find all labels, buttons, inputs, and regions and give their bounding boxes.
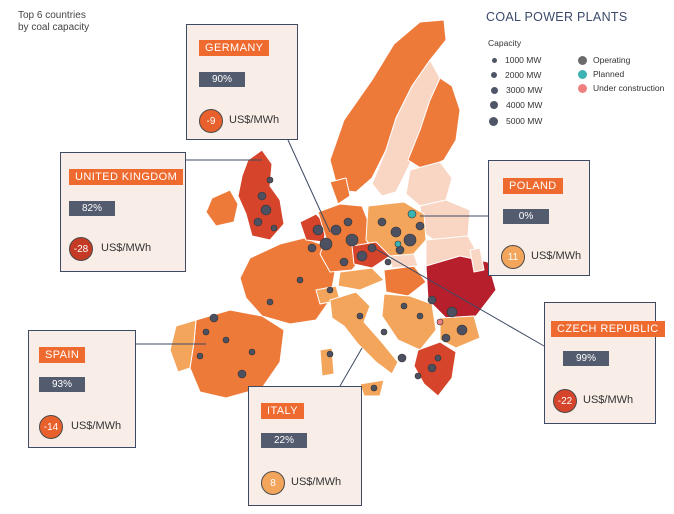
region-denmark — [329, 177, 351, 205]
legend-status-label: Operating — [593, 55, 631, 65]
region-ireland — [205, 189, 239, 227]
price-unit: US$/MWh — [531, 250, 582, 262]
legend-capacity-4000: 4000 MW — [490, 100, 542, 110]
legend-capacity-label: 3000 MW — [506, 85, 543, 95]
region-portugal — [169, 319, 197, 373]
connector-lines — [136, 139, 545, 387]
price-circle: -14 — [39, 415, 63, 439]
share-badge: 22% — [261, 433, 307, 448]
region-slovakia — [389, 253, 419, 269]
capacity-dot-icon — [492, 57, 497, 63]
under-construction-dot-icon — [578, 83, 587, 93]
capacity-dot-icon — [491, 72, 497, 78]
country-name: GERMANY — [199, 40, 270, 56]
card-poland: POLAND 0% 11 US$/MWh — [488, 160, 590, 276]
region-norway — [329, 19, 447, 193]
country-name: POLAND — [503, 178, 563, 194]
top-note: Top 6 countries by coal capacity — [18, 10, 89, 34]
legend-capacity-title: Capacity — [488, 38, 522, 48]
price-circle: -22 — [553, 389, 577, 413]
price-circle: 11 — [501, 245, 525, 269]
legend-capacity-1000: 1000 MW — [490, 55, 541, 65]
operating-dot-icon — [578, 55, 587, 65]
country-name: CZECH REPUBLIC — [551, 321, 665, 337]
legend-status-label: Under construction — [593, 83, 665, 93]
planned-dot-icon — [578, 69, 587, 79]
price-unit: US$/MWh — [291, 476, 342, 488]
plant-markers-special — [394, 209, 444, 326]
top-note-line1: Top 6 countries — [18, 10, 86, 21]
region-romania — [425, 255, 497, 319]
country-name: ITALY — [261, 403, 304, 419]
region-baltics — [405, 161, 453, 207]
price-unit: US$/MWh — [71, 420, 122, 432]
capacity-dot-icon — [490, 101, 498, 109]
legend-status-planned: Planned — [578, 69, 624, 79]
legend-capacity-3000: 3000 MW — [490, 85, 542, 95]
card-italy: ITALY 22% 8 US$/MWh — [248, 386, 362, 506]
region-austria — [337, 267, 385, 291]
region-spain — [189, 309, 285, 399]
share-badge: 99% — [563, 351, 609, 366]
price-unit: US$/MWh — [101, 242, 152, 254]
share-badge: 93% — [39, 377, 85, 392]
card-germany: GERMANY 90% -9 US$/MWh — [186, 24, 298, 140]
capacity-dot-icon — [491, 86, 498, 94]
legend-status-operating: Operating — [578, 55, 630, 65]
legend-capacity-label: 4000 MW — [506, 100, 543, 110]
price-unit: US$/MWh — [229, 114, 280, 126]
country-name: SPAIN — [39, 347, 86, 363]
price-circle: 8 — [261, 471, 285, 495]
share-badge: 82% — [69, 201, 115, 216]
legend-capacity-label: 1000 MW — [505, 55, 542, 65]
card-spain: SPAIN 93% -14 US$/MWh — [28, 330, 136, 448]
share-badge: 0% — [503, 209, 549, 224]
top-note-line2: by coal capacity — [18, 22, 90, 33]
legend-title: COAL POWER PLANTS — [486, 10, 628, 24]
legend-capacity-2000: 2000 MW — [490, 70, 541, 80]
price-circle: -28 — [69, 237, 93, 261]
legend: COAL POWER PLANTS Capacity 1000 MW 2000 … — [486, 10, 666, 126]
share-badge: 90% — [199, 72, 245, 87]
legend-capacity-label: 5000 MW — [506, 116, 543, 126]
legend-capacity-label: 2000 MW — [505, 70, 542, 80]
region-balkans — [381, 293, 437, 351]
price-circle: -9 — [199, 109, 223, 133]
region-italy — [329, 291, 399, 375]
legend-status-label: Planned — [593, 69, 625, 79]
legend-capacity-5000: 5000 MW — [489, 116, 543, 126]
plant-markers — [196, 176, 468, 392]
region-czech — [351, 241, 391, 269]
card-czech-republic: CZECH REPUBLIC 99% -22 US$/MWh — [544, 302, 665, 424]
region-hungary — [383, 265, 427, 297]
legend-status-under-construction: Under construction — [578, 83, 664, 93]
price-unit: US$/MWh — [583, 394, 634, 406]
region-moldova — [469, 247, 485, 273]
card-united-kingdom: UNITED KINGDOM 82% -28 US$/MWh — [60, 152, 186, 272]
capacity-dot-icon — [489, 116, 498, 126]
region-france — [239, 237, 337, 325]
country-name: UNITED KINGDOM — [69, 169, 184, 185]
